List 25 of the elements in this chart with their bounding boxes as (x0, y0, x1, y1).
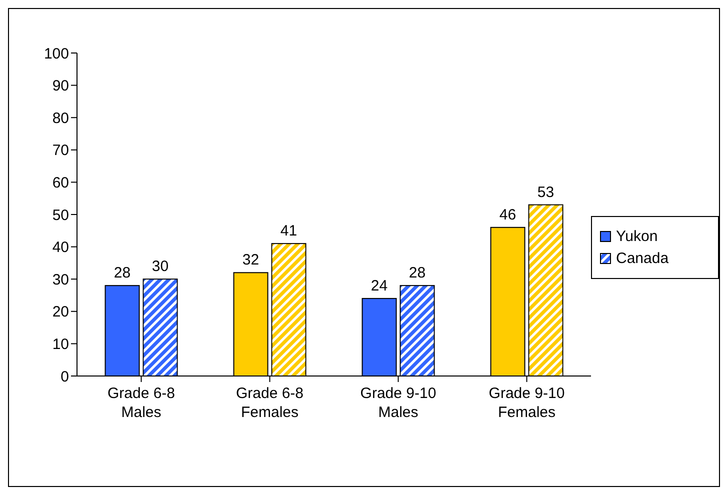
x-tick-label: Grade 6-8 Females (236, 385, 304, 421)
y-tick-label: 100 (44, 45, 69, 62)
y-tick-label: 10 (52, 336, 69, 354)
y-tick-label: 80 (52, 110, 69, 127)
data-label: 28 (408, 264, 426, 282)
data-label: 32 (242, 252, 260, 269)
x-tick-label: Grade 9-10 Males (360, 385, 436, 421)
y-tick-label: 0 (60, 368, 69, 386)
data-label: 24 (370, 277, 388, 294)
y-tick-label: 70 (52, 142, 69, 160)
y-tick-label: 90 (52, 78, 69, 95)
legend-label: Yukon (616, 228, 658, 245)
data-label: 30 (152, 258, 169, 276)
y-tick-label: 50 (52, 206, 69, 224)
x-tick-label: Grade 9-10 Females (488, 385, 565, 421)
legend-label: Canada (616, 250, 669, 267)
y-tick-label: 40 (52, 239, 69, 256)
x-tick-label: Grade 6-8 Males (107, 385, 176, 421)
data-label: 41 (280, 222, 298, 240)
y-tick-label: 20 (52, 304, 69, 321)
data-label: 28 (114, 264, 131, 282)
data-label: 53 (537, 184, 554, 201)
y-tick-label: 60 (52, 174, 69, 192)
data-label: 46 (499, 206, 516, 224)
y-tick-label: 30 (52, 271, 69, 288)
